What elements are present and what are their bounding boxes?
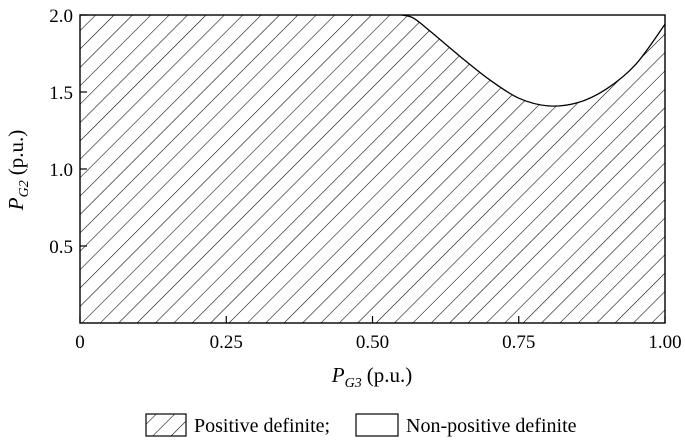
x-axis-title: PG3 (p.u.) bbox=[331, 363, 412, 391]
y-tick-label: 1.5 bbox=[49, 83, 73, 104]
y-axis: 0.5 1.0 1.5 2.0 bbox=[49, 6, 87, 258]
boundary-curve bbox=[401, 14, 666, 107]
y-tick-label: 1.0 bbox=[49, 160, 73, 181]
legend-label-non-positive-definite: Non-positive definite bbox=[406, 415, 577, 437]
x-tick-label: 0.25 bbox=[210, 332, 243, 353]
y-tick-label: 2.0 bbox=[49, 6, 73, 27]
positive-definite-region bbox=[80, 15, 665, 323]
legend-swatch-positive-definite bbox=[145, 413, 187, 437]
x-tick-label: 0.50 bbox=[356, 332, 389, 353]
legend: Positive definite; Non-positive definite bbox=[145, 413, 577, 437]
y-axis-title: PG2(p.u.) bbox=[4, 130, 32, 211]
legend-swatch-non-positive-definite bbox=[355, 413, 399, 437]
y-tick-label: 0.5 bbox=[49, 237, 73, 258]
x-axis: 0 0.25 0.50 0.75 1.00 bbox=[75, 316, 682, 353]
plot-area bbox=[79, 14, 666, 324]
x-tick-label: 1.00 bbox=[648, 332, 681, 353]
x-tick-label: 0.75 bbox=[502, 332, 535, 353]
legend-label-positive-definite: Positive definite; bbox=[194, 415, 330, 437]
x-tick-label: 0 bbox=[75, 332, 85, 353]
